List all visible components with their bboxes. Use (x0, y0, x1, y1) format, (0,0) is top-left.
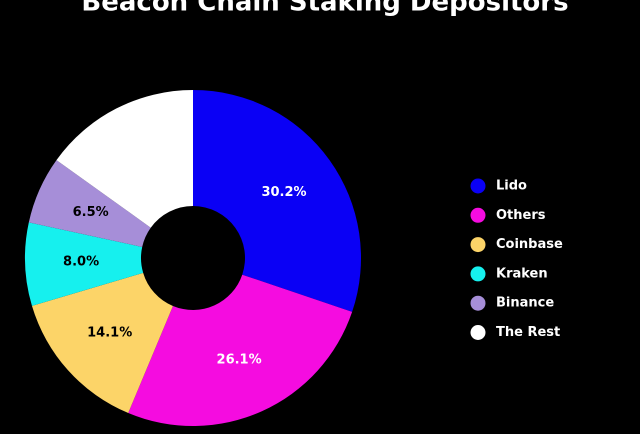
chart-title: Beacon Chain Staking Depositors (81, 0, 568, 18)
legend-label: Binance (496, 296, 554, 311)
slice (128, 274, 353, 426)
legend-swatch (470, 178, 486, 194)
slice (31, 272, 173, 414)
slice (193, 90, 361, 312)
slice (25, 222, 144, 306)
legend-swatch (470, 207, 486, 223)
legend-swatch (470, 295, 486, 311)
value-label: 14.1% (87, 325, 132, 340)
legend-swatch (470, 266, 486, 282)
value-label: 6.5% (73, 205, 109, 220)
legend-label: The Rest (496, 325, 560, 340)
value-label: 30.2% (261, 185, 306, 200)
legend-swatch (470, 237, 486, 253)
legend-label: Coinbase (496, 237, 563, 252)
slice (56, 90, 194, 228)
value-label: 8.0% (63, 255, 99, 270)
legend-label: Lido (496, 179, 527, 194)
legend-label: Others (496, 208, 546, 223)
slice (28, 160, 151, 247)
legend-swatch (470, 325, 486, 340)
value-label: 26.1% (217, 353, 262, 368)
legend-label: Kraken (496, 266, 548, 281)
